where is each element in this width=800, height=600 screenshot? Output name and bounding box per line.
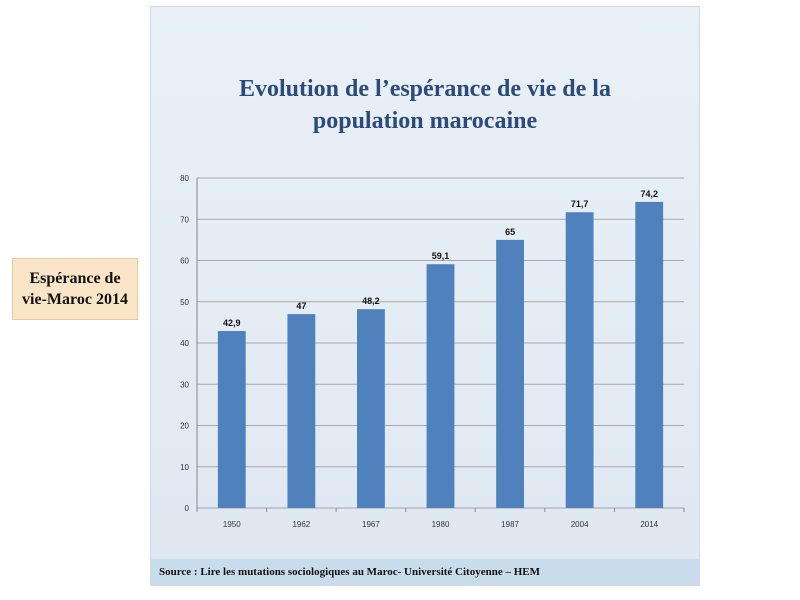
x-tick-label: 1962 (292, 520, 310, 529)
x-tick-label: 2014 (640, 520, 658, 529)
x-tick-label: 1980 (432, 520, 450, 529)
chart-title: Evolution de l’espérance de vie de la po… (151, 73, 699, 137)
y-tick-label: 70 (180, 215, 189, 224)
data-label: 42,9 (223, 318, 241, 328)
y-tick-label: 50 (180, 298, 189, 307)
data-label: 48,2 (362, 296, 380, 306)
x-tick-label: 1950 (223, 520, 241, 529)
y-tick-label: 60 (180, 257, 189, 266)
y-tick-label: 40 (180, 339, 189, 348)
y-tick-label: 0 (185, 504, 190, 513)
y-tick-label: 80 (180, 174, 189, 183)
x-tick-label: 1987 (501, 520, 519, 529)
bar (426, 264, 455, 508)
x-tick-label: 2004 (571, 520, 589, 529)
data-label: 65 (505, 227, 515, 237)
bar (357, 309, 385, 508)
bar (217, 331, 246, 508)
side-label: Espérance de vie-Maroc 2014 (12, 258, 138, 320)
source-note: Source : Lire les mutations sociologique… (151, 559, 699, 585)
chart-panel: Evolution de l’espérance de vie de la po… (150, 6, 700, 586)
bar (565, 212, 594, 509)
data-label: 59,1 (432, 251, 450, 261)
data-label: 71,7 (571, 199, 589, 209)
y-tick-label: 30 (180, 380, 189, 389)
data-label: 74,2 (640, 189, 658, 199)
bar (635, 201, 664, 509)
bar (287, 314, 316, 508)
y-tick-label: 20 (180, 422, 189, 431)
side-label-line1: Espérance de (29, 270, 121, 287)
bar (496, 239, 524, 508)
side-label-line2: vie-Maroc 2014 (22, 291, 128, 308)
y-tick-label: 10 (180, 463, 189, 472)
x-tick-label: 1967 (362, 520, 380, 529)
chart-title-line1: Evolution de l’espérance de vie de la (239, 76, 611, 102)
chart-title-line2: population marocaine (312, 108, 538, 134)
bar-chart: 0 10 20 30 40 50 60 70 80 42,9 1950 47 1962 48,2 1967 5… (180, 174, 685, 529)
data-label: 47 (296, 301, 306, 311)
